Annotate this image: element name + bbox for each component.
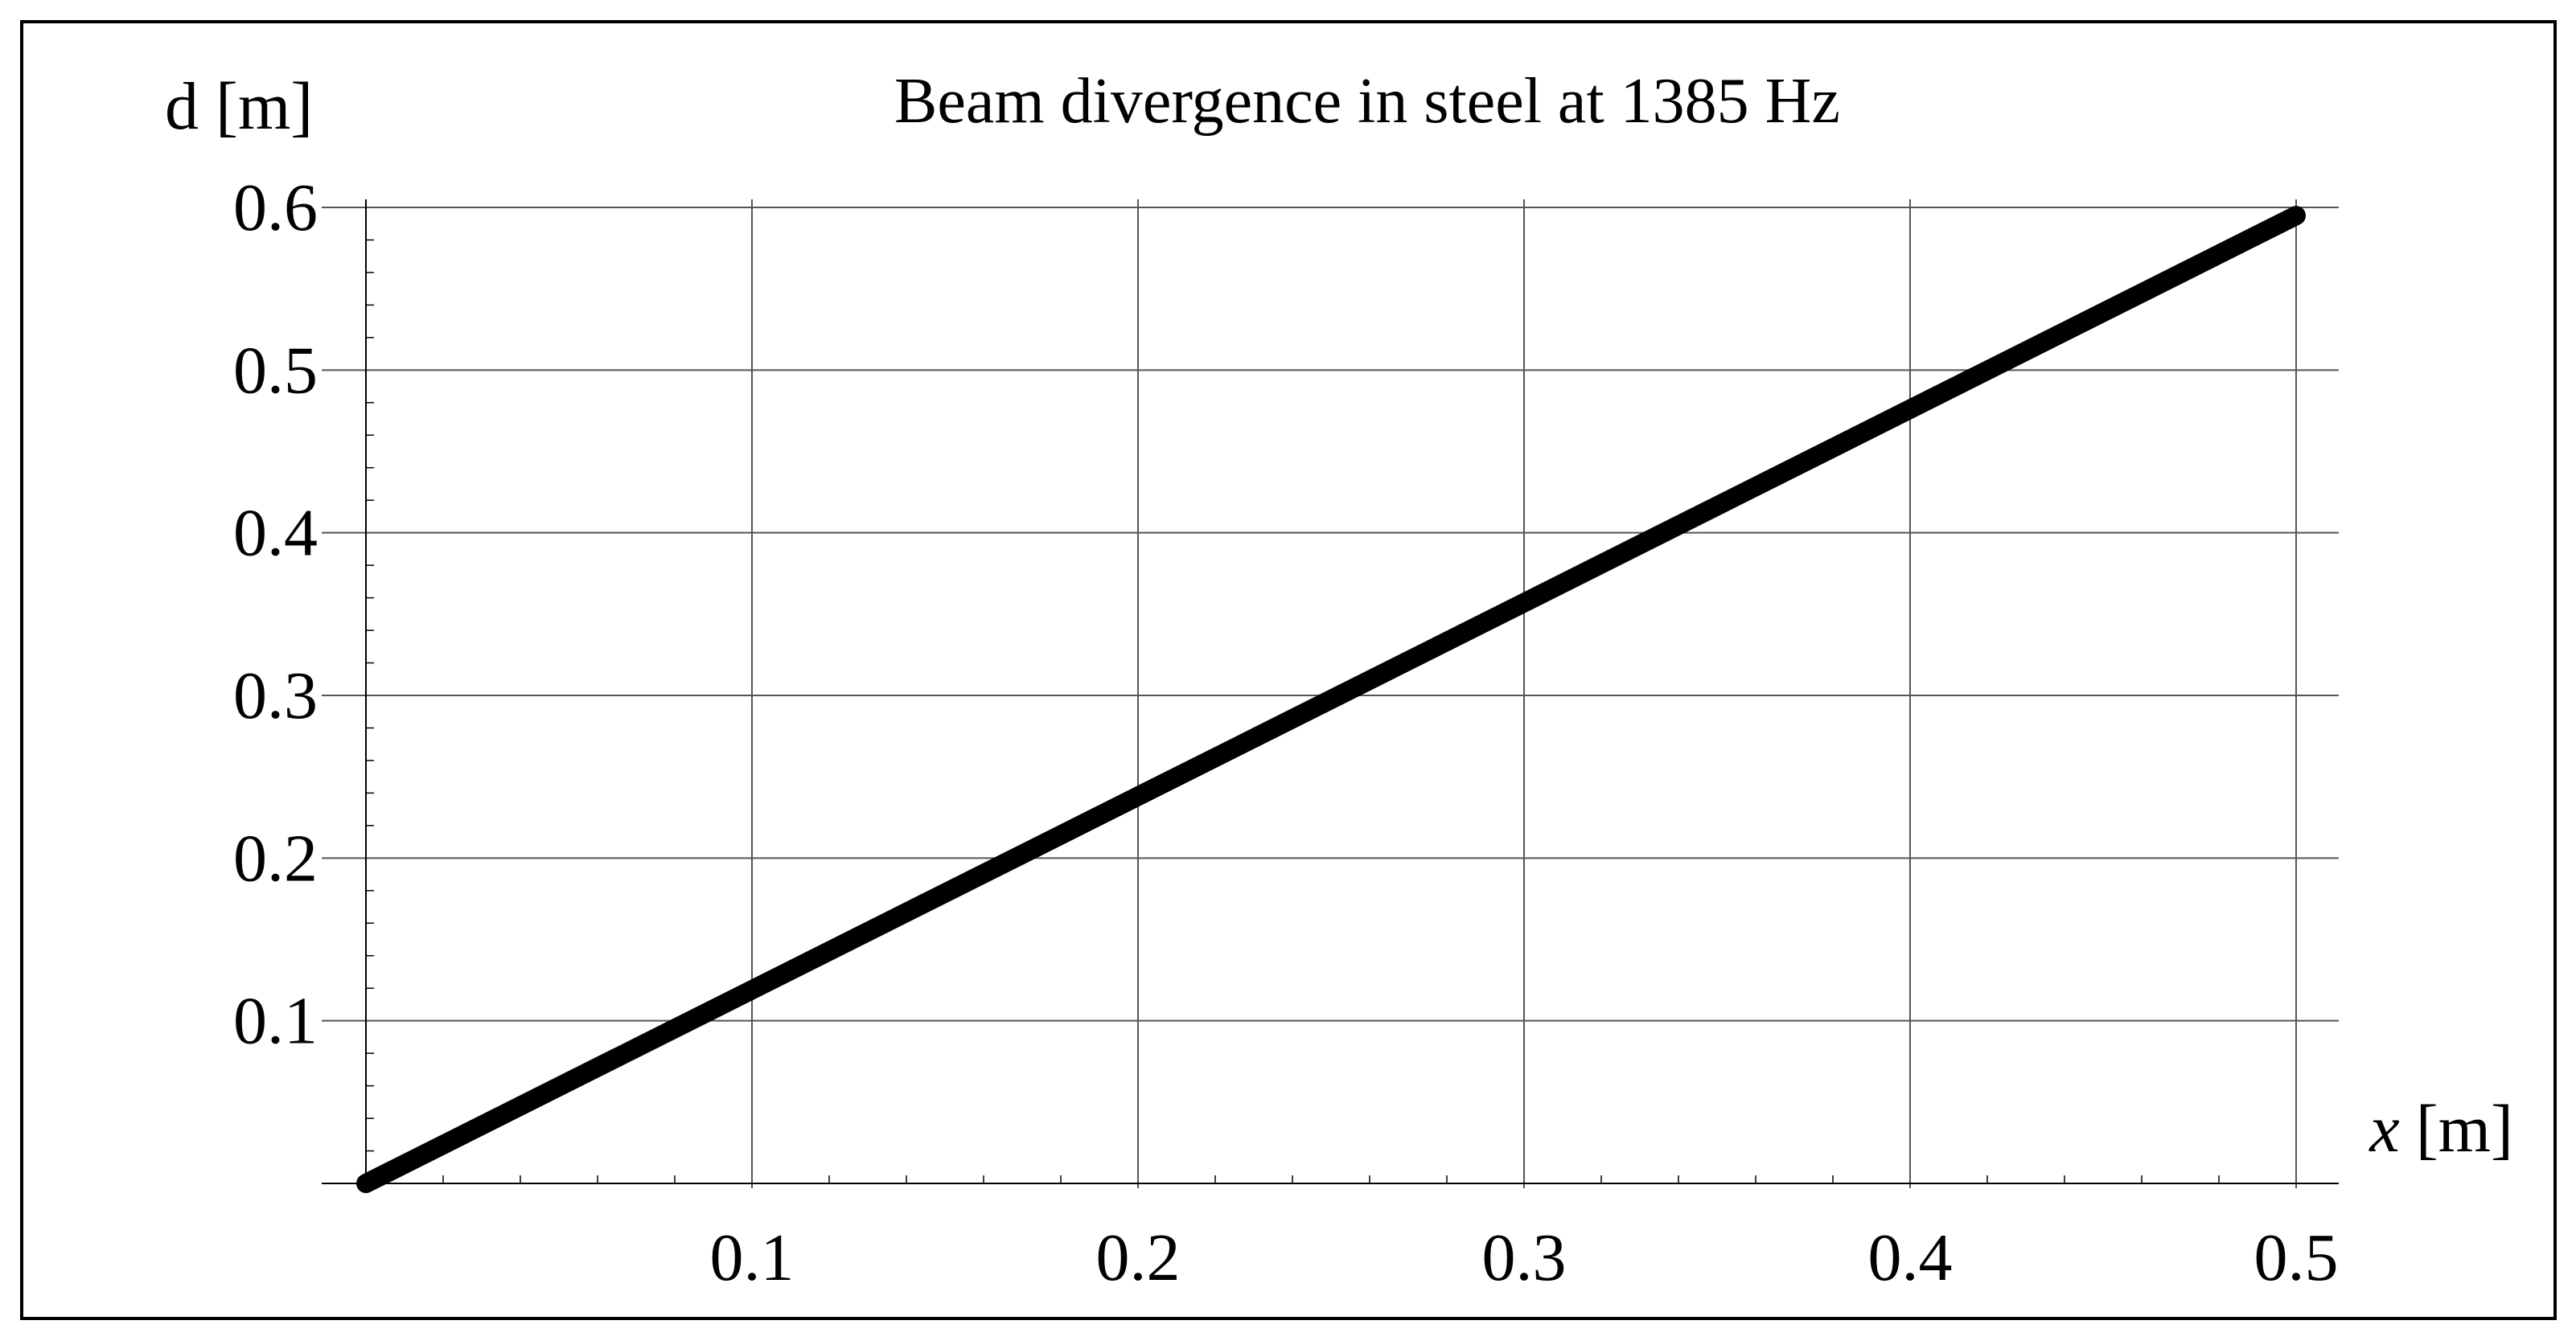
x-tick-label-0.1: 0.1 (710, 1220, 795, 1295)
tick-labels: 0.1 0.2 0.3 0.4 0.5 0.6 0.1 0.2 0.3 0.4 0.5 (233, 170, 2339, 1295)
axes (322, 199, 2339, 1184)
chart-title: Beam divergence in steel at 1385 Hz (894, 66, 1840, 137)
chart-frame (20, 20, 2557, 1320)
y-tick-label-0.2: 0.2 (233, 821, 318, 896)
series (356, 206, 2306, 1193)
y-tick-label-0.4: 0.4 (233, 496, 318, 571)
x-tick-label-0.5: 0.5 (2254, 1220, 2339, 1295)
x-axis-unit: [m] (2416, 1092, 2513, 1167)
y-axis-label: d [m] (165, 69, 313, 144)
y-tick-label-0.3: 0.3 (233, 658, 318, 733)
x-axis-symbol: x (2368, 1092, 2399, 1167)
series-line-0 (356, 206, 2306, 1193)
x-axis-label: x [m] (2368, 1092, 2513, 1167)
x-tick-label-0.3: 0.3 (1482, 1220, 1567, 1295)
grid (322, 199, 2339, 1188)
x-tick-label-0.2: 0.2 (1096, 1220, 1181, 1295)
y-tick-label-0.6: 0.6 (233, 170, 318, 245)
ticks (366, 239, 2220, 1183)
x-tick-label-0.4: 0.4 (1868, 1220, 1953, 1295)
y-tick-label-0.1: 0.1 (233, 984, 318, 1059)
y-tick-label-0.5: 0.5 (233, 333, 318, 408)
